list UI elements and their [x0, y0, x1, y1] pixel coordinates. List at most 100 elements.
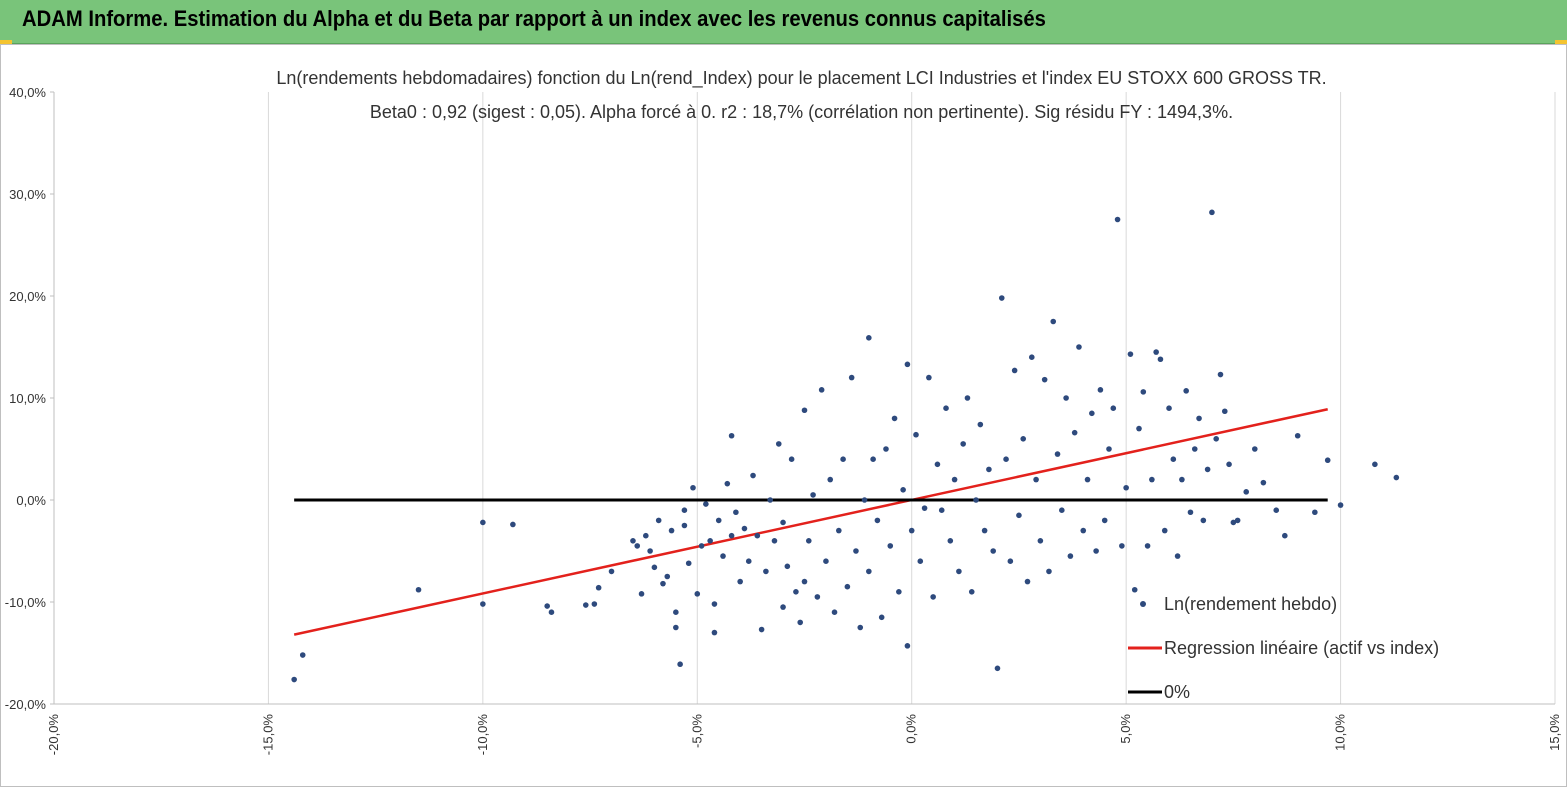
y-tick-label: 40,0%	[9, 85, 46, 100]
data-point	[1089, 410, 1095, 417]
data-point	[728, 432, 735, 439]
legend: Ln(rendement hebdo) Regression linéaire (…	[1128, 594, 1439, 702]
data-point	[634, 543, 641, 549]
data-point	[926, 374, 932, 381]
data-point	[1324, 457, 1331, 464]
x-tick-label: 5,0%	[1118, 714, 1133, 744]
data-point	[1007, 558, 1014, 564]
corner-marker-left	[0, 40, 12, 46]
data-point	[1243, 489, 1250, 495]
x-tick-label: 0,0%	[904, 714, 919, 744]
data-point	[951, 476, 958, 483]
data-point	[1140, 389, 1147, 395]
data-point	[673, 624, 679, 631]
data-point	[595, 584, 602, 591]
data-point	[1144, 543, 1151, 549]
data-point	[930, 594, 936, 600]
data-point	[1157, 356, 1164, 363]
series-lines	[293, 407, 1328, 636]
data-point	[793, 589, 799, 595]
data-point	[750, 472, 756, 479]
data-point	[775, 441, 782, 447]
x-tick-label: 15,0%	[1547, 714, 1562, 751]
page-title: ADAM Informe. Estimation du Alpha et du …	[22, 6, 1046, 31]
data-point	[878, 614, 885, 621]
data-point	[943, 405, 949, 412]
data-point	[891, 415, 898, 422]
data-point	[840, 456, 846, 463]
data-point	[1136, 425, 1142, 432]
data-point	[1174, 553, 1181, 559]
data-point	[814, 594, 821, 600]
data-point	[981, 527, 988, 534]
data-point	[1003, 456, 1009, 463]
data-point	[711, 629, 718, 636]
data-point	[651, 564, 658, 571]
data-point	[690, 484, 696, 491]
data-point	[668, 527, 675, 534]
data-point	[1372, 461, 1378, 468]
data-point	[664, 573, 671, 580]
data-point	[548, 609, 555, 615]
data-point	[544, 603, 550, 609]
gridlines	[53, 92, 1556, 704]
data-point	[724, 480, 731, 487]
data-point	[917, 558, 924, 564]
data-point	[1153, 349, 1159, 355]
data-point	[810, 492, 816, 498]
data-point	[1204, 466, 1211, 473]
data-point	[758, 626, 765, 633]
data-point	[1196, 415, 1202, 422]
data-point	[956, 568, 962, 575]
data-point	[1234, 517, 1241, 524]
data-point	[1226, 461, 1232, 468]
data-point	[788, 456, 795, 463]
data-point	[960, 441, 966, 447]
data-point	[685, 560, 692, 567]
data-point	[1294, 432, 1301, 439]
data-point	[1020, 436, 1027, 442]
data-point	[733, 509, 739, 516]
x-tick-label: -5,0%	[689, 714, 704, 748]
data-point	[698, 543, 705, 549]
data-point	[1131, 586, 1138, 593]
data-point	[1252, 446, 1258, 452]
data-point	[1106, 446, 1112, 452]
data-point	[990, 548, 996, 554]
data-point	[866, 335, 872, 341]
chart-area	[0, 44, 1567, 787]
data-point	[913, 431, 919, 438]
data-point	[784, 563, 791, 570]
data-point	[1097, 387, 1104, 393]
data-point	[720, 553, 726, 559]
data-point	[1260, 479, 1267, 486]
data-point	[1071, 429, 1078, 436]
y-tick-label: 10,0%	[9, 391, 46, 406]
data-point	[737, 578, 743, 585]
data-point	[977, 421, 984, 428]
data-point	[677, 661, 683, 668]
data-point	[1149, 476, 1155, 483]
data-point	[968, 589, 975, 595]
y-tick-label: 0,0%	[16, 493, 46, 508]
data-point	[1059, 507, 1065, 513]
data-point	[1093, 548, 1099, 554]
data-point	[1282, 532, 1288, 539]
data-point	[836, 527, 842, 534]
data-point	[660, 580, 666, 587]
data-point	[1063, 395, 1069, 401]
data-point	[1050, 318, 1057, 325]
data-point	[1200, 517, 1207, 524]
data-point	[643, 532, 649, 539]
y-tick-label: 30,0%	[9, 187, 46, 202]
data-point	[1028, 354, 1035, 361]
data-point	[853, 548, 859, 554]
data-point	[1101, 517, 1108, 524]
data-point	[805, 538, 812, 544]
data-point	[1127, 351, 1134, 357]
data-point	[608, 568, 615, 575]
data-point	[818, 387, 825, 393]
data-point	[1076, 344, 1082, 350]
data-point	[844, 583, 851, 590]
y-tick-label: 20,0%	[9, 289, 46, 304]
